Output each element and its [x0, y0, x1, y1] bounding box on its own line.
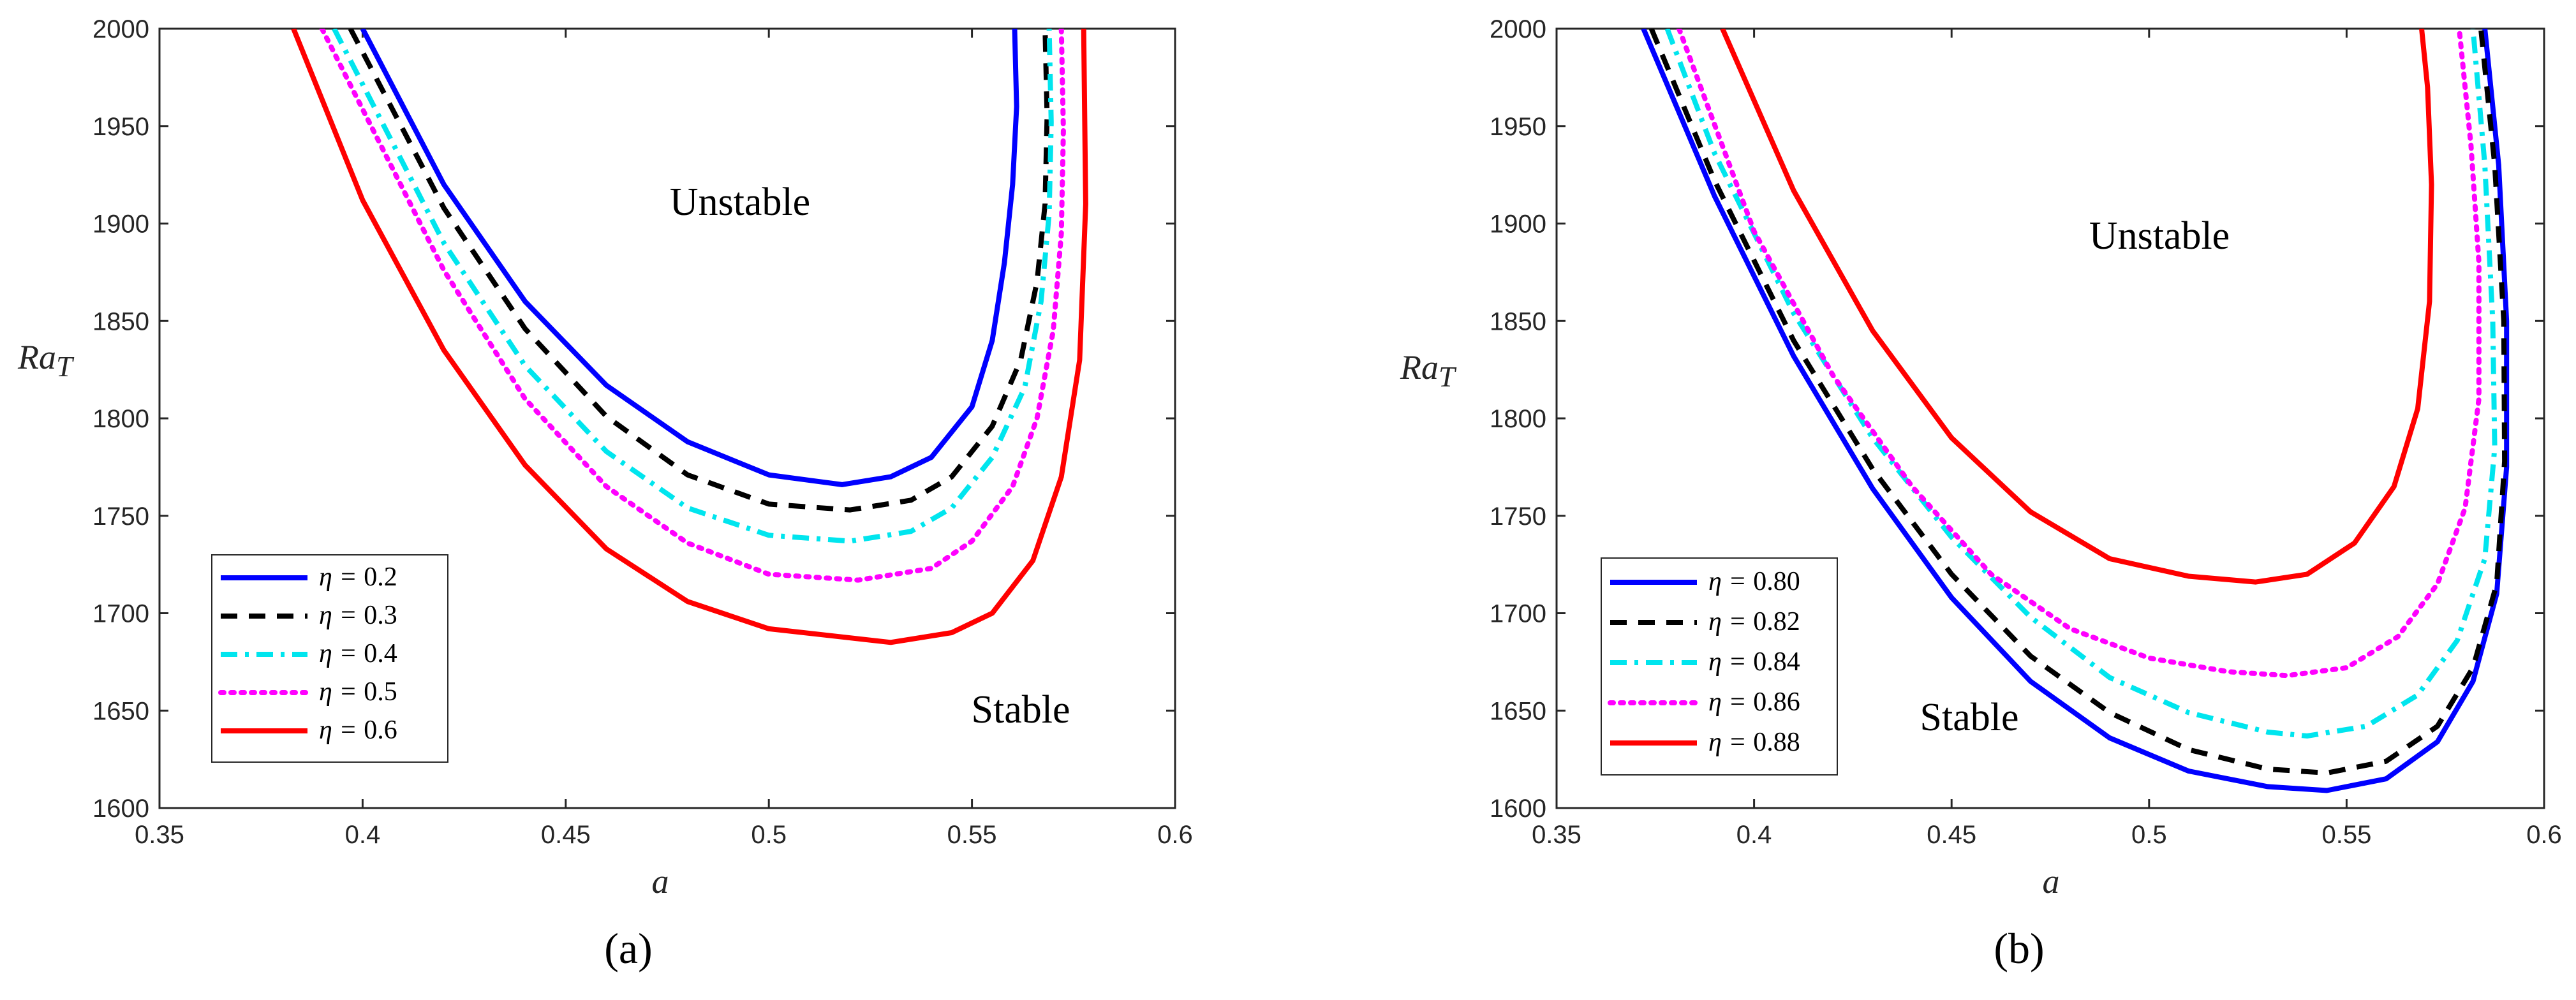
legend-label-eta-0.3: η = 0.3 — [319, 601, 397, 630]
x-tick-label: 0.35 — [135, 821, 184, 849]
x-tick-label: 0.45 — [1927, 821, 1976, 849]
x-tick-label: 0.4 — [345, 821, 381, 849]
series-line-eta-0.3 — [348, 29, 1050, 513]
x-axis-label: a — [652, 862, 669, 901]
legend-box — [211, 554, 448, 763]
series-line-eta-0.82 — [1648, 29, 2508, 776]
y-tick-label: 1950 — [93, 113, 149, 141]
y-tick-label: 1750 — [1490, 503, 1546, 531]
y-tick-label: 1850 — [1490, 307, 1546, 335]
region-label-stable: Stable — [1920, 696, 2019, 739]
x-tick-label: 0.6 — [2526, 821, 2562, 849]
x-tick-label: 0.5 — [2131, 821, 2167, 849]
x-tick-label: 0.45 — [541, 821, 591, 849]
legend-label-eta-0.84: η = 0.84 — [1708, 647, 1800, 677]
region-label-stable: Stable — [972, 688, 1070, 732]
x-axis: 0.35 0.4 0.45 0.5 0.55 0.6 — [1532, 29, 2562, 849]
legend-label-eta-0.5: η = 0.5 — [319, 677, 397, 707]
legend-box — [1601, 557, 1838, 776]
series-group — [291, 29, 1088, 645]
legend: η = 0.80 η = 0.82 η = 0.84 η = 0.86 η = 0.88 — [1601, 557, 1838, 776]
x-axis: 0.35 0.4 0.45 0.5 0.55 0.6 — [135, 29, 1193, 849]
x-tick-label: 0.6 — [1157, 821, 1193, 849]
legend-label-eta-0.6: η = 0.6 — [319, 716, 397, 745]
y-tick-label: 1700 — [1490, 600, 1546, 628]
series-group — [1641, 29, 2510, 793]
series-line-eta-0.88 — [1720, 29, 2434, 585]
y-tick-label: 1600 — [93, 795, 149, 823]
series-line-eta-0.5 — [319, 29, 1066, 583]
series-line-eta-0.6 — [291, 29, 1088, 645]
y-tick-label: 1950 — [1490, 113, 1546, 141]
region-label-unstable: Unstable — [2089, 214, 2230, 258]
legend-label-eta-0.4: η = 0.4 — [319, 639, 397, 668]
y-tick-label: 2000 — [93, 15, 149, 43]
y-axis-label: RaT — [17, 338, 75, 383]
x-tick-label: 0.55 — [947, 821, 997, 849]
chart-panel-a: 1600 1650 1700 1750 1800 1850 1900 1950 2000 0.3… — [17, 15, 1193, 973]
series-line-eta-0.4 — [332, 29, 1054, 544]
legend-label-eta-0.86: η = 0.86 — [1708, 688, 1800, 717]
y-tick-label: 1900 — [93, 210, 149, 239]
panel-label-b: (b) — [1994, 924, 2044, 973]
y-tick-label: 1650 — [93, 697, 149, 725]
y-tick-label: 1650 — [1490, 697, 1546, 725]
series-line-eta-0.80 — [1641, 29, 2510, 793]
series-line-eta-0.86 — [1677, 29, 2482, 679]
y-tick-label: 2000 — [1490, 15, 1546, 43]
legend-label-eta-0.80: η = 0.80 — [1708, 567, 1800, 596]
x-tick-label: 0.4 — [1736, 821, 1772, 849]
series-line-eta-0.2 — [360, 29, 1019, 487]
series-line-eta-0.84 — [1664, 29, 2498, 739]
x-tick-label: 0.35 — [1532, 821, 1581, 849]
x-tick-label: 0.5 — [751, 821, 787, 849]
region-label-unstable: Unstable — [670, 180, 810, 224]
y-tick-label: 1600 — [1490, 795, 1546, 823]
y-tick-label: 1850 — [93, 307, 149, 335]
panel-label-a: (a) — [604, 924, 652, 973]
y-tick-label: 1750 — [93, 503, 149, 531]
x-axis-label: a — [2043, 862, 2060, 901]
y-axis-label: RaT — [1400, 348, 1457, 393]
y-axis: 1600 1650 1700 1750 1800 1850 1900 1950 2000 — [93, 15, 1175, 823]
y-tick-label: 1900 — [1490, 210, 1546, 239]
legend-label-eta-0.88: η = 0.88 — [1708, 728, 1800, 757]
y-tick-label: 1800 — [93, 405, 149, 433]
chart-panel-b: 1600 1650 1700 1750 1800 1850 1900 1950 2000 0.3… — [1400, 15, 2562, 973]
x-tick-label: 0.55 — [2321, 821, 2371, 849]
legend: η = 0.2 η = 0.3 η = 0.4 η = 0.5 η = 0.6 — [211, 554, 448, 763]
legend-label-eta-0.2: η = 0.2 — [319, 562, 397, 592]
y-axis: 1600 1650 1700 1750 1800 1850 1900 1950 2000 — [1490, 15, 2544, 823]
y-tick-label: 1700 — [93, 600, 149, 628]
legend-label-eta-0.82: η = 0.82 — [1708, 607, 1800, 636]
y-tick-label: 1800 — [1490, 405, 1546, 433]
